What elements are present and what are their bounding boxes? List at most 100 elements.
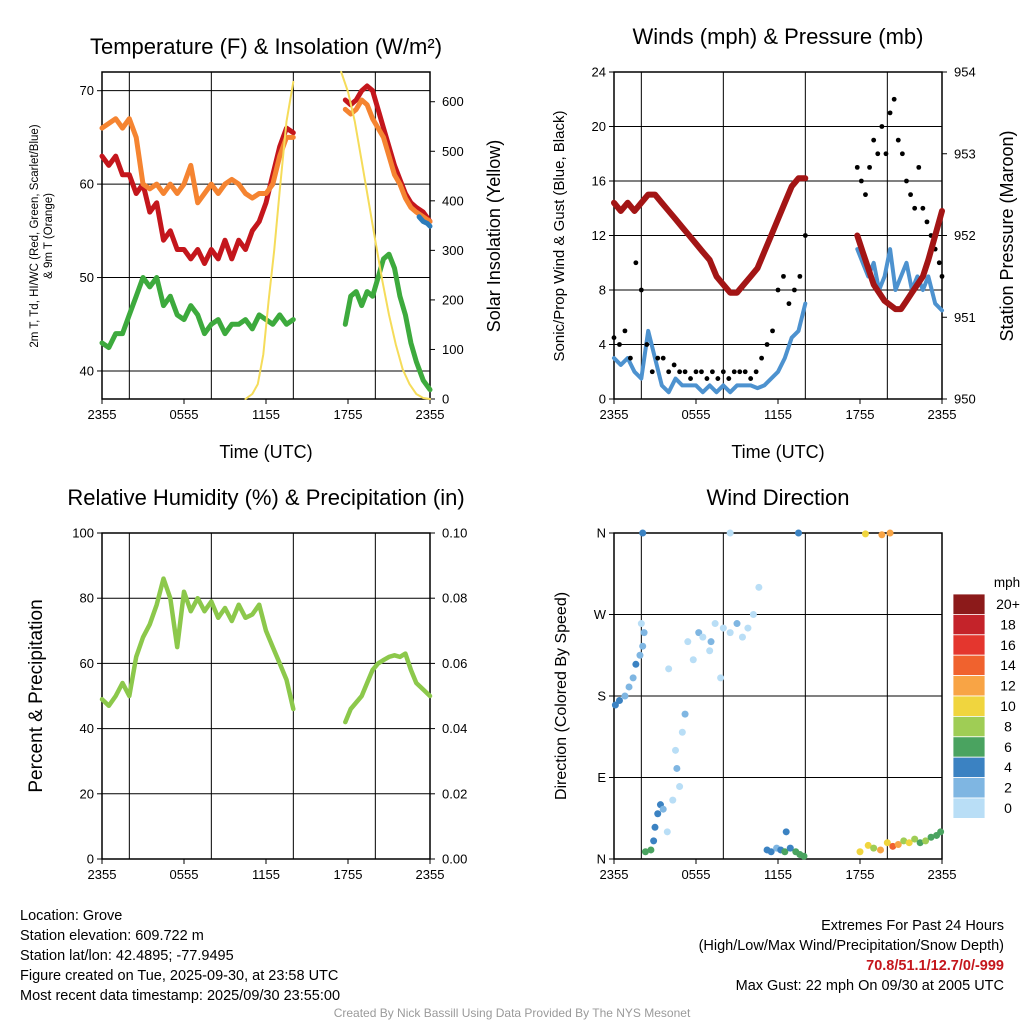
temperature-series-solar-insolation: [244, 71, 431, 400]
temperature-ytick-label: 70: [80, 83, 94, 98]
wind-direction-point: [870, 844, 878, 852]
colorbar-swatch: [952, 593, 986, 615]
colorbar-swatch: [952, 675, 986, 697]
winds-y2tick-label: 950: [954, 392, 976, 407]
colorbar-label: 6: [1004, 739, 1012, 755]
gust-point: [802, 233, 808, 238]
winds-ytick-label: 0: [599, 392, 606, 407]
wind-direction-ytick-label: N: [597, 526, 606, 541]
colorbar-label: 20+: [996, 596, 1020, 612]
wind-direction-xtick-label: 2355: [600, 867, 629, 882]
colorbar-swatch: [952, 736, 986, 758]
colorbar-swatch: [952, 716, 986, 738]
wind-direction-point: [639, 642, 647, 650]
gust-point: [858, 178, 864, 184]
elevation-text: Station elevation: 609.722 m: [20, 928, 204, 944]
gust-point: [879, 124, 885, 129]
temperature-ytick-label: 40: [80, 363, 94, 378]
gust-point: [887, 110, 893, 116]
wind-direction-point: [707, 638, 715, 646]
wind-direction-point: [911, 835, 919, 843]
wind-direction-point: [681, 710, 689, 718]
colorbar-label: 18: [1000, 616, 1016, 632]
gust-point: [666, 369, 672, 375]
wind-direction-point: [640, 629, 648, 637]
humidity-xtick-label: 2355: [416, 867, 445, 882]
humidity-xtick-label: 1155: [252, 867, 280, 882]
temperature-xtick-label: 2355: [88, 407, 117, 422]
gust-point: [770, 328, 775, 334]
gust-point: [786, 301, 792, 307]
humidity-ytick-label: 60: [80, 656, 94, 671]
wind-direction-point: [877, 846, 884, 854]
wind-direction-point: [689, 656, 697, 664]
humidity-series-relative-humidity: [99, 576, 433, 725]
temperature-y2tick-label: 400: [442, 193, 464, 208]
gust-point: [908, 192, 913, 198]
gust-point: [726, 376, 732, 381]
gust-point: [633, 260, 639, 266]
gust-point: [748, 376, 754, 381]
humidity-ytick-label: 20: [80, 786, 94, 801]
temperature-series-dewpoint: [99, 251, 433, 393]
gust-point: [867, 164, 872, 170]
winds-series-sonic-prop-wind: [612, 247, 944, 395]
colorbar-label: 2: [1004, 780, 1012, 796]
extremes-subheading: (High/Low/Max Wind/Precipitation/Snow De…: [698, 938, 1004, 954]
gust-point: [715, 376, 721, 381]
wind-direction-point: [800, 852, 808, 860]
wind-direction-point: [665, 665, 673, 673]
winds-title: Winds (mph) & Pressure (mb): [633, 24, 924, 49]
humidity-y2tick-label: 0.10: [442, 526, 467, 541]
winds-ytick-label: 20: [592, 119, 606, 134]
wind-direction-ytick-label: E: [597, 770, 606, 785]
temperature-ytick-label: 60: [80, 177, 94, 192]
wind-direction-point: [650, 837, 658, 845]
humidity-plot-frame: [101, 532, 431, 860]
winds-ylabel: Sonic/Prop Wind & Gust (Blue, Black): [551, 111, 568, 362]
wind-direction-point: [678, 728, 686, 736]
temperature-xtick-label: 1155: [252, 407, 280, 422]
gust-point: [720, 369, 726, 375]
winds-series-station-pressure: [611, 175, 945, 313]
temperature-xtick-label: 0555: [170, 407, 199, 422]
station-info: Location: Grove Station elevation: 609.7…: [20, 906, 340, 1006]
wind-direction-point: [922, 837, 930, 845]
winds-xlabel: Time (UTC): [731, 442, 824, 462]
winds-ytick-label: 24: [592, 65, 606, 80]
gust-point: [644, 342, 650, 347]
wind-direction-point: [637, 620, 645, 628]
wind-direction-xtick-label: 1755: [846, 867, 875, 882]
temperature-title: Temperature (F) & Insolation (W/m²): [90, 34, 442, 59]
temperature-series-9m-temperature: [99, 97, 433, 224]
humidity-xtick-label: 2355: [88, 867, 117, 882]
temperature-xtick-label: 1755: [334, 407, 363, 422]
winds-y2tick-label: 953: [954, 146, 976, 161]
gust-point: [682, 369, 688, 375]
gust-point: [622, 328, 628, 334]
winds-xtick-label: 2355: [600, 407, 629, 422]
wind-direction-point: [684, 638, 692, 646]
wind-direction-point: [786, 844, 794, 852]
temperature-xlabel: Time (UTC): [219, 442, 312, 462]
colorbar-label: 12: [1000, 678, 1016, 694]
extremes-info: Extremes For Past 24 Hours (High/Low/Max…: [699, 916, 1004, 996]
wind-direction-point: [937, 828, 945, 836]
gust-point: [883, 151, 889, 157]
recent-data-text: Most recent data timestamp: 2025/09/30 2…: [20, 988, 341, 1004]
latlon-text: Station lat/lon: 42.4895; -77.9495: [20, 948, 234, 964]
wind-direction-point: [636, 651, 644, 659]
wind-direction-ytick-label: W: [594, 607, 607, 622]
temperature-ytick-label: 50: [80, 270, 94, 285]
wind-direction-point: [621, 692, 629, 700]
location-text: Location: Grove: [20, 908, 123, 924]
temperature-y2tick-label: 200: [442, 292, 464, 307]
wind-direction-title: Wind Direction: [706, 485, 849, 510]
gust-point: [936, 260, 942, 266]
created-text: Figure created on Tue, 2025-09-30, at 23…: [20, 968, 339, 984]
colorbar-title: mph: [994, 575, 1020, 590]
wind-direction-point: [782, 828, 790, 836]
wind-direction-point: [878, 531, 886, 539]
colorbar-swatch: [952, 797, 986, 819]
gust-point: [895, 137, 901, 143]
